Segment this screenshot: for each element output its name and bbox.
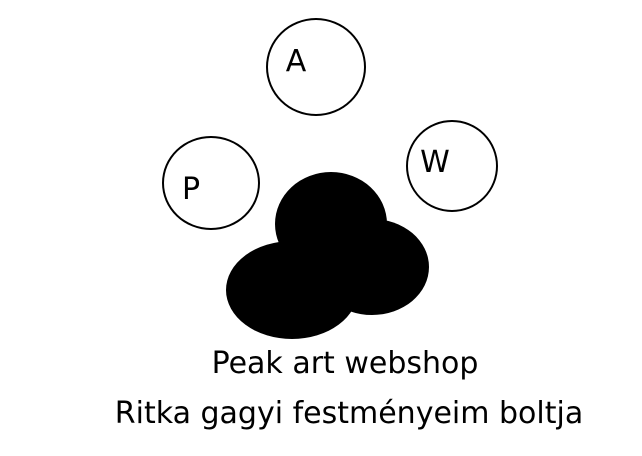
shop-subtitle: Ritka gagyi festményeim boltja [114,396,584,431]
toe-circle-a: A [266,18,366,116]
toe-letter-w: W [420,144,450,180]
toe-circle-w: W [406,120,498,212]
shop-title: Peak art webshop [211,346,479,381]
toe-circle-p: P [162,136,260,230]
toe-letter-a: A [285,43,307,79]
paw-pad-left [226,241,358,339]
toe-letter-p: P [181,171,201,207]
